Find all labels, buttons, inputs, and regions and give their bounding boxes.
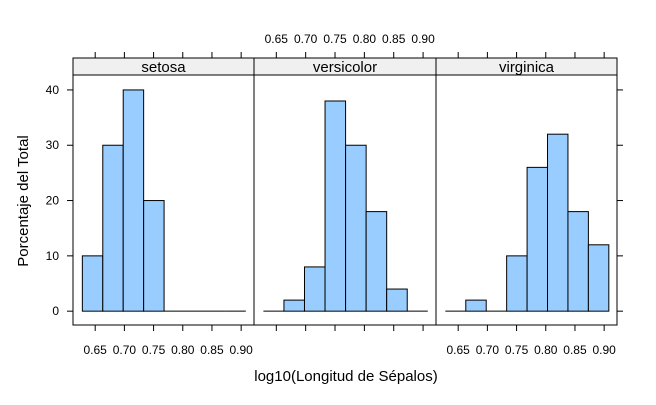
- y-tick-label-3: 30: [46, 138, 60, 152]
- strip-label-setosa: setosa: [141, 59, 186, 76]
- bar-setosa-0: [81, 255, 104, 312]
- strip-label-versicolor: versicolor: [313, 59, 377, 76]
- x-tick-label-setosa-2: 0.75: [142, 343, 166, 357]
- x-tick-label-setosa-3: 0.80: [171, 343, 195, 357]
- x-tick-label-top-4: 0.85: [382, 32, 406, 46]
- bar-setosa-1: [102, 144, 124, 312]
- x-tick-label-virginica-2: 0.75: [505, 343, 529, 357]
- bar-virginica-1: [465, 299, 487, 312]
- y-tick-label-4: 40: [46, 83, 60, 97]
- panel-frame-virginica: [435, 74, 618, 326]
- x-tick-label-setosa-1: 0.70: [113, 343, 137, 357]
- y-tick-label-1: 10: [46, 249, 60, 263]
- x-tick-label-setosa-0: 0.65: [84, 343, 108, 357]
- bar-virginica-3: [506, 255, 528, 312]
- bar-versicolor-4: [345, 144, 367, 312]
- y-tick-label-0: 0: [52, 304, 59, 318]
- x-tick-label-setosa-4: 0.85: [200, 343, 224, 357]
- bar-versicolor-2: [303, 266, 326, 312]
- bar-setosa-2: [122, 89, 145, 312]
- panel-setosa: setosa 0.65 0.70 0.75 0.80 0.85 0.90: [72, 52, 255, 357]
- x-tick-label-top-2: 0.75: [323, 32, 347, 46]
- panel-virginica: virginica 0.65 0.70 0.75 0.80 0.85 0.90: [435, 52, 618, 357]
- bar-versicolor-1: [283, 299, 305, 312]
- x-axis-title: log10(Longitud de Sépalos): [254, 368, 437, 385]
- x-tick-label-top-0: 0.65: [265, 32, 289, 46]
- x-tick-label-virginica-5: 0.90: [592, 343, 616, 357]
- x-tick-label-top-1: 0.70: [294, 32, 318, 46]
- x-tick-label-top-3: 0.80: [353, 32, 377, 46]
- bar-virginica-4: [526, 166, 549, 312]
- x-tick-label-virginica-1: 0.70: [476, 343, 500, 357]
- y-tick-label-2: 20: [46, 194, 60, 208]
- x-tick-label-setosa-5: 0.90: [229, 343, 253, 357]
- bar-virginica-6: [567, 211, 589, 312]
- x-tick-label-top-5: 0.90: [411, 32, 435, 46]
- bar-setosa-3: [143, 200, 165, 312]
- x-tick-label-virginica-3: 0.80: [534, 343, 558, 357]
- bar-versicolor-5: [365, 211, 388, 312]
- panel-versicolor: versicolor 0.65 0.70 0.75 0.80 0.85 0.90: [253, 32, 437, 331]
- x-tick-label-virginica-0: 0.65: [447, 343, 471, 357]
- bar-virginica-5: [547, 133, 569, 312]
- x-tick-label-virginica-4: 0.85: [563, 343, 587, 357]
- bar-versicolor-6: [386, 288, 408, 312]
- axes-layer: 0 10 20 30 40: [46, 83, 623, 318]
- bar-virginica-7: [587, 244, 610, 312]
- strip-label-virginica: virginica: [499, 59, 555, 76]
- y-axis-title: Porcentaje del Total: [15, 135, 32, 266]
- bar-versicolor-3: [324, 100, 347, 312]
